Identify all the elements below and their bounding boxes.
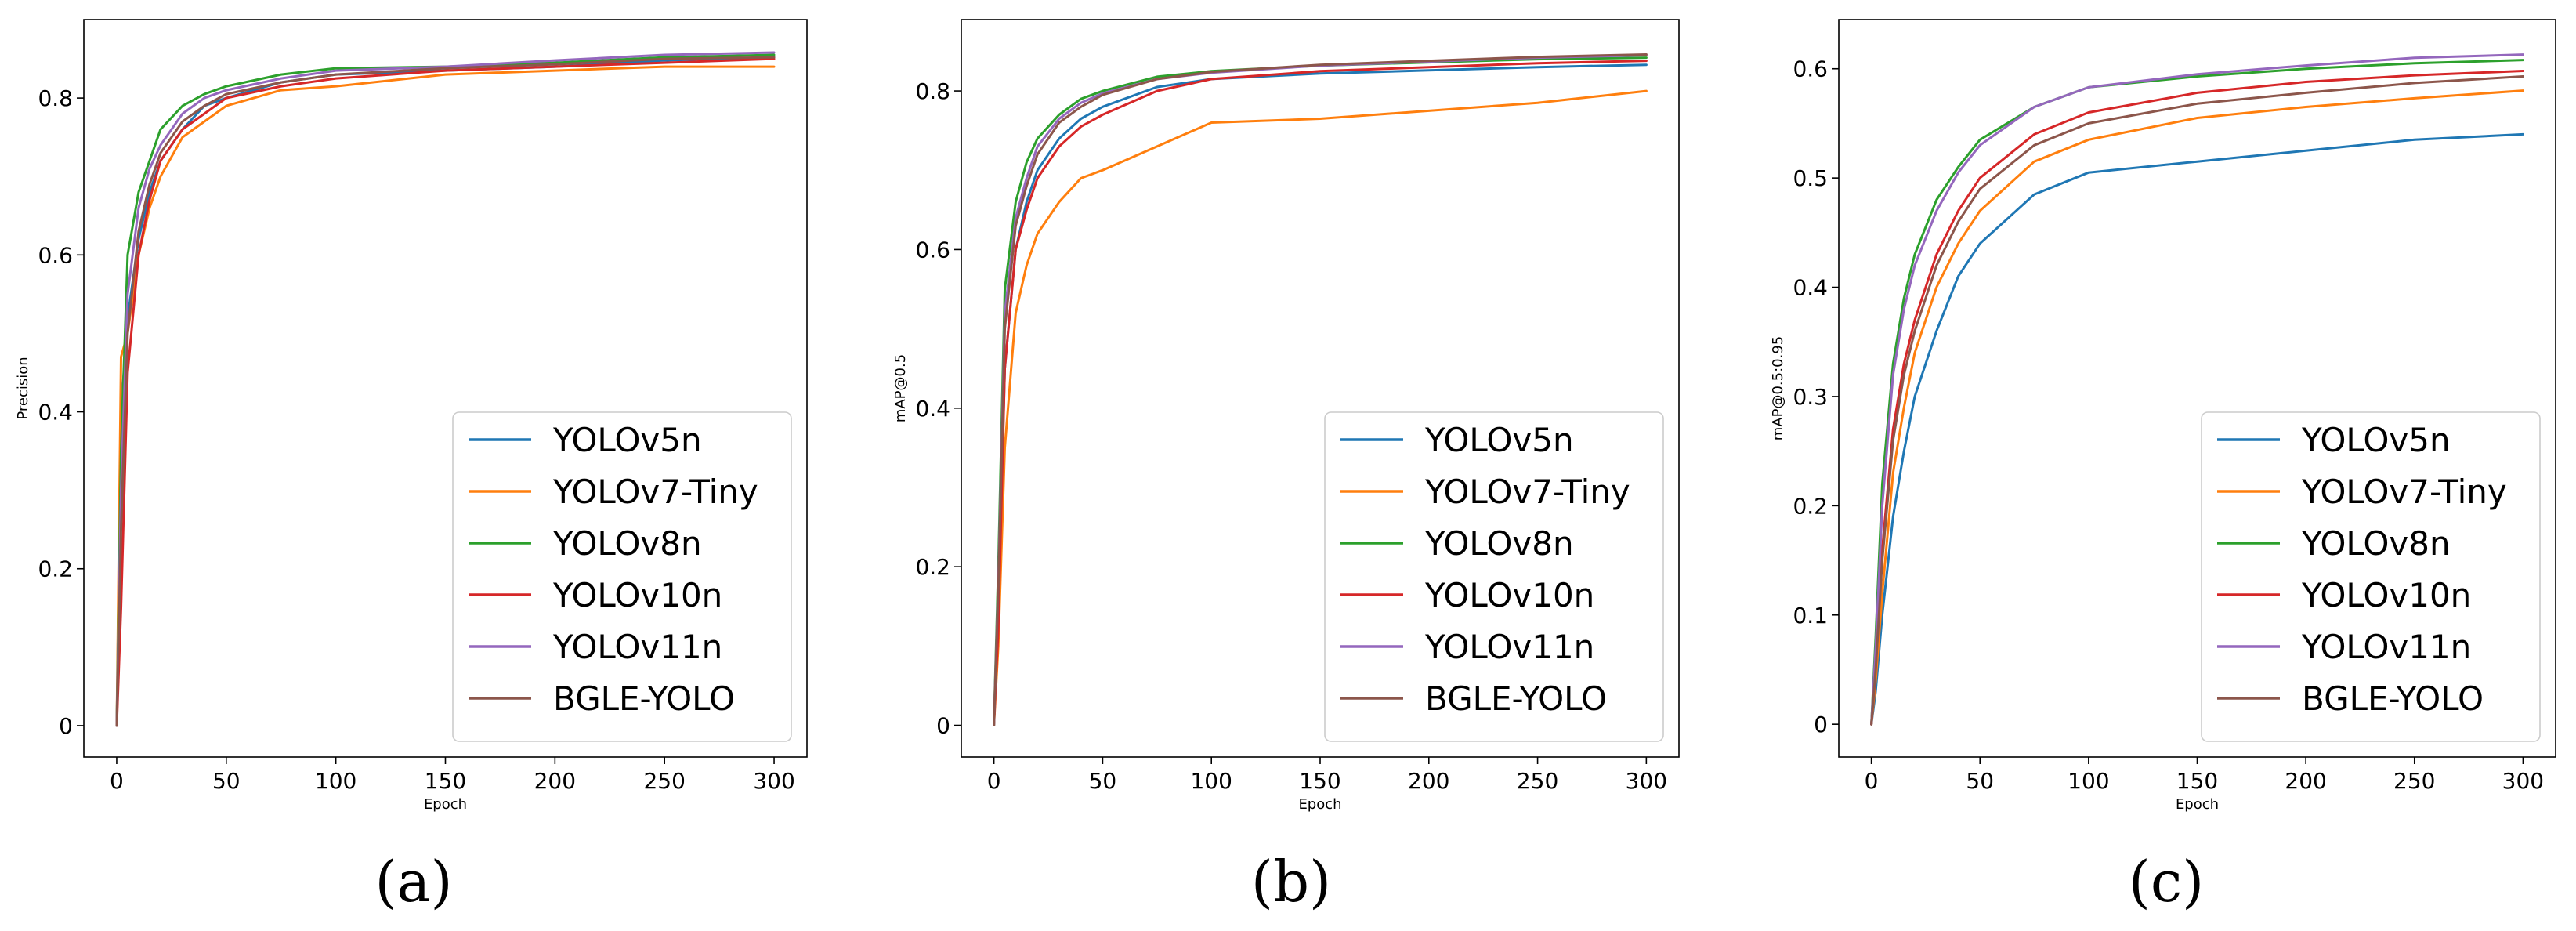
x-axis-label: Epoch [1298, 796, 1341, 813]
legend-label-yolov10n: YOLOv10n [2301, 576, 2471, 614]
legend-label-yolov8n: YOLOv8n [552, 524, 702, 563]
x-axis-label: Epoch [2176, 796, 2219, 813]
series-line-yolov11n [115, 51, 776, 727]
y-axis-label: Precision [15, 357, 31, 419]
y-axis-label: mAP@0.5:0.95 [1770, 336, 1786, 440]
x-tick-label: 150 [425, 768, 466, 794]
x-tick-label: 150 [1299, 768, 1340, 794]
y-tick-label: 0.6 [38, 242, 73, 268]
x-tick-label: 200 [1408, 768, 1449, 794]
legend-label-yolov11n: YOLOv11n [2301, 628, 2471, 666]
legend-label-yolov11n: YOLOv11n [1424, 628, 1594, 666]
chart-panel-c: 0 50 100 150 200 250 300 0 0.1 0.2 0.3 0.4 0.5 0.6 Epo… [1770, 19, 2556, 813]
legend-label-yolov8n: YOLOv8n [2301, 524, 2451, 563]
x-tick-label: 0 [987, 768, 1001, 794]
y-axis-label: mAP@0.5 [892, 354, 909, 422]
legend-label-yolov10n: YOLOv10n [1424, 576, 1594, 614]
legend-box [2201, 411, 2541, 742]
x-tick-label: 0 [110, 768, 124, 794]
series-line-bgle-yolo [993, 53, 1648, 726]
legend-a: YOLOv5n YOLOv7-Tiny YOLOv8n YOLOv10n YOLOv11… [452, 411, 792, 742]
y-tick-label: 0.8 [38, 85, 73, 111]
series-line-bgle-yolo [1870, 75, 2524, 726]
panel-label-c: (c) [2129, 849, 2205, 915]
x-tick-label: 250 [643, 768, 685, 794]
x-tick-label: 0 [1865, 768, 1879, 794]
y-tick-label: 0 [59, 713, 73, 739]
series-line-yolov10n [993, 60, 1648, 726]
x-tick-label: 300 [1626, 768, 1667, 794]
y-tick-label: 0.5 [1793, 165, 1828, 191]
series-line-bgle-yolo [115, 56, 776, 727]
legend-label-bgle-yolo: BGLE-YOLO [1425, 679, 1607, 718]
legend-label-yolov5n: YOLOv5n [1424, 421, 1574, 459]
series-line-yolov8n [1870, 59, 2524, 726]
legend-label-yolov7-tiny: YOLOv7-Tiny [1424, 473, 1630, 511]
legend-label-bgle-yolo: BGLE-YOLO [553, 679, 735, 718]
x-tick-label: 100 [2068, 768, 2109, 794]
legend-label-yolov11n: YOLOv11n [552, 628, 722, 666]
legend-label-yolov5n: YOLOv5n [2301, 421, 2451, 459]
y-tick-label: 0.4 [915, 396, 950, 422]
series-line-yolov11n [1870, 53, 2524, 726]
y-tick-label: 0.2 [1793, 493, 1828, 519]
y-tick-label: 0.4 [1793, 275, 1828, 301]
y-tick-label: 0.6 [1793, 56, 1828, 82]
y-tick-label: 0.4 [38, 400, 73, 426]
x-tick-label: 250 [2393, 768, 2435, 794]
chart-panel-b: 0 50 100 150 200 250 300 0 0.2 0.4 0.6 0.8 Epoch mAP@… [892, 19, 1680, 813]
legend-label-bgle-yolo: BGLE-YOLO [2302, 679, 2484, 718]
y-tick-label: 0 [1814, 712, 1828, 737]
x-tick-label: 250 [1517, 768, 1558, 794]
y-tick-label: 0 [936, 713, 950, 739]
series-line-yolov7-tiny [1870, 89, 2524, 726]
x-tick-label: 50 [212, 768, 241, 794]
legend-b: YOLOv5n YOLOv7-Tiny YOLOv8n YOLOv10n YOLOv11… [1324, 411, 1664, 742]
legend-c: YOLOv5n YOLOv7-Tiny YOLOv8n YOLOv10n YOLOv11… [2201, 411, 2541, 742]
y-tick-label: 0.3 [1793, 384, 1828, 410]
x-tick-label: 50 [1966, 768, 1994, 794]
x-tick-label: 300 [2502, 768, 2544, 794]
series-line-yolov10n [115, 57, 776, 727]
panel-label-a: (a) [374, 849, 452, 915]
series-line-yolov5n [1870, 132, 2524, 726]
legend-label-yolov10n: YOLOv10n [552, 576, 722, 614]
y-tick-label: 0.8 [915, 78, 950, 104]
chart-panel-a: 0 50 100 150 200 250 300 0 0.2 0.4 0.6 0.8 Epoch Prec… [15, 19, 808, 813]
x-tick-label: 300 [753, 768, 794, 794]
series-line-yolov8n [115, 53, 776, 727]
panel-label-b: (b) [1251, 849, 1331, 915]
x-axis-label: Epoch [424, 796, 467, 813]
y-tick-label: 0.2 [38, 556, 73, 582]
x-tick-label: 50 [1089, 768, 1117, 794]
y-tick-label: 0.1 [1793, 603, 1828, 629]
y-tick-label: 0.6 [915, 237, 950, 263]
x-tick-label: 200 [534, 768, 576, 794]
legend-label-yolov5n: YOLOv5n [552, 421, 702, 459]
series-line-yolov7-tiny [993, 89, 1648, 726]
legend-label-yolov7-tiny: YOLOv7-Tiny [552, 473, 758, 511]
legend-label-yolov7-tiny: YOLOv7-Tiny [2301, 473, 2507, 511]
x-tick-label: 100 [1190, 768, 1232, 794]
legend-box [452, 411, 792, 742]
legend-box [1324, 411, 1664, 742]
x-tick-label: 100 [315, 768, 356, 794]
y-tick-label: 0.2 [915, 554, 950, 580]
x-tick-label: 150 [2176, 768, 2218, 794]
legend-label-yolov8n: YOLOv8n [1424, 524, 1574, 563]
x-tick-label: 200 [2285, 768, 2326, 794]
